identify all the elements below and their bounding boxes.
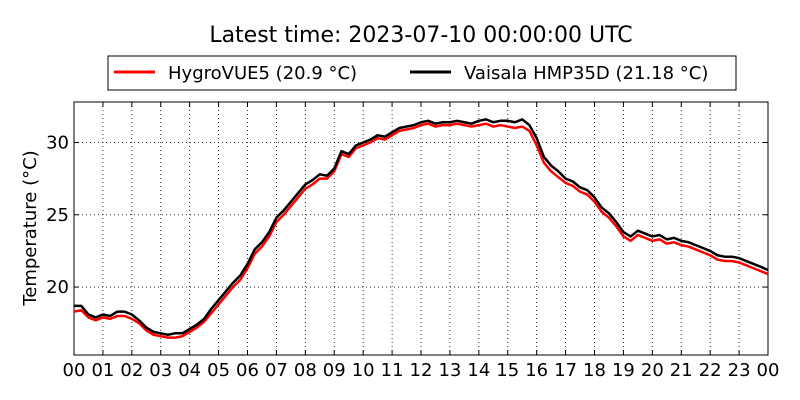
- series-line-1: [74, 118, 769, 337]
- x-tick-label: 17: [554, 360, 577, 381]
- series-layer: [73, 118, 769, 339]
- x-tick-label: 14: [467, 360, 490, 381]
- grid: [74, 102, 768, 355]
- plot-frame: [73, 101, 769, 356]
- x-tick-label: 03: [149, 360, 172, 381]
- legend-label-hygrovue5: HygroVUE5 (20.9 °C): [168, 63, 357, 84]
- chart-title: Latest time: 2023-07-10 00:00:00 UTC: [209, 23, 632, 48]
- y-tick-label: 30: [46, 132, 69, 153]
- x-tick-label: 10: [352, 360, 375, 381]
- x-tick-label: 00: [757, 360, 780, 381]
- x-tick-label: 22: [699, 360, 722, 381]
- x-tick-label: 16: [525, 360, 548, 381]
- x-tick-label: 00: [63, 360, 86, 381]
- x-tick-label: 01: [91, 360, 114, 381]
- x-tick-label: 11: [381, 360, 404, 381]
- x-tick-label: 07: [265, 360, 288, 381]
- x-tick-label: 12: [410, 360, 433, 381]
- x-tick-label: 18: [583, 360, 606, 381]
- y-axis-label: Temperature (°C): [20, 150, 41, 306]
- series-line-0: [73, 122, 769, 339]
- x-tick-label: 23: [728, 360, 751, 381]
- x-tick-label: 08: [294, 360, 317, 381]
- x-tick-label: 06: [236, 360, 259, 381]
- y-axis-ticks: 20 25 30: [46, 132, 768, 298]
- y-tick-label: 25: [46, 205, 69, 226]
- legend: HygroVUE5 (20.9 °C) Vaisala HMP35D (21.1…: [107, 55, 737, 91]
- x-axis-ticks: 00 01 02 03 04 05 06 07 08 09 10 11 12 13 14 15 16 17 18 19…: [63, 102, 780, 381]
- x-tick-label: 02: [120, 360, 143, 381]
- x-tick-label: 09: [323, 360, 346, 381]
- legend-label-vaisala: Vaisala HMP35D (21.18 °C): [464, 63, 708, 84]
- x-tick-label: 21: [670, 360, 693, 381]
- y-tick-label: 20: [46, 277, 69, 298]
- x-tick-label: 19: [612, 360, 635, 381]
- x-tick-label: 20: [641, 360, 664, 381]
- x-tick-label: 15: [496, 360, 519, 381]
- x-tick-label: 13: [438, 360, 461, 381]
- x-tick-label: 04: [178, 360, 201, 381]
- x-tick-label: 05: [207, 360, 230, 381]
